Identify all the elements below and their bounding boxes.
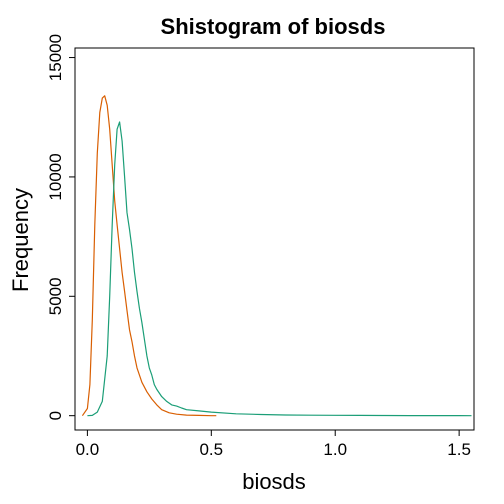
y-tick-label: 15000 <box>46 34 65 81</box>
x-axis-label: biosds <box>242 469 306 494</box>
x-tick-label: 0.5 <box>199 440 223 459</box>
series-layer <box>81 95 472 417</box>
plot-frame <box>74 47 475 431</box>
x-tick-label: 1.5 <box>447 440 471 459</box>
series-line-1 <box>81 95 217 417</box>
y-tick-label: 0 <box>46 411 65 420</box>
x-tick-label: 0.0 <box>76 440 100 459</box>
y-axis-label: Frequency <box>8 188 33 292</box>
x-tick-label: 1.0 <box>323 440 347 459</box>
chart-title: Shistogram of biosds <box>161 14 386 39</box>
series-line-2 <box>87 121 472 417</box>
y-axis: 0 5000 10000 15000 <box>46 34 75 420</box>
y-tick-label: 10000 <box>46 153 65 200</box>
x-axis: 0.0 0.5 1.0 1.5 <box>76 430 471 459</box>
y-tick-label: 5000 <box>46 277 65 315</box>
